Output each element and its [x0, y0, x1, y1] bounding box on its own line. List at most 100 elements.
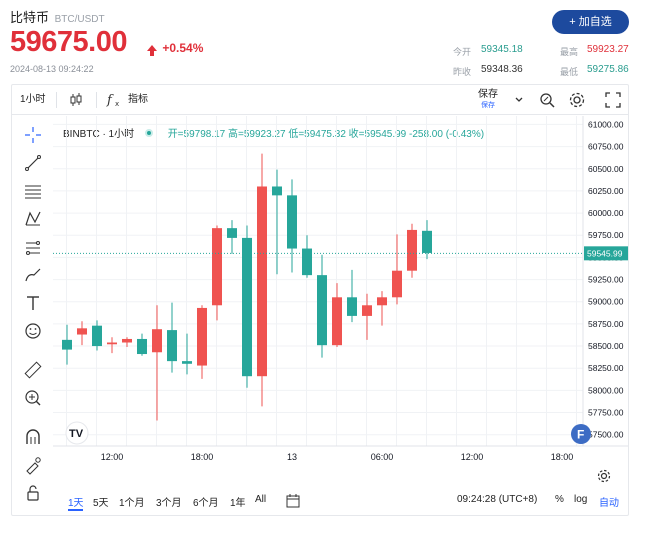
crosshair-icon[interactable] [23, 125, 43, 145]
candle [197, 305, 207, 379]
x-tick-label: 13 [287, 452, 297, 462]
auto-scale-toggle[interactable]: 自动 [599, 498, 619, 509]
current-price: 59675.00 [10, 26, 127, 58]
candle [257, 153, 267, 407]
candle-body [332, 297, 342, 346]
high-label: 最高 [560, 47, 579, 57]
candle [227, 220, 237, 254]
fullscreen-icon[interactable] [604, 91, 622, 109]
trend-line-icon[interactable] [23, 153, 43, 173]
price-change-percent: +0.54% [162, 41, 204, 55]
y-tick-label: 57500.00 [588, 430, 624, 440]
drawing-tools-sidebar [12, 116, 52, 516]
range-1y[interactable]: 1年 [230, 498, 246, 509]
y-tick-label: 59750.00 [588, 230, 624, 240]
text-tool-icon[interactable] [23, 293, 43, 313]
range-5d[interactable]: 5天 [93, 498, 109, 509]
brush-icon[interactable] [23, 265, 43, 285]
candle-body [272, 186, 282, 196]
candle-body [227, 228, 237, 238]
candle-body [197, 307, 207, 366]
range-1d[interactable]: 1天 [68, 498, 84, 509]
prev-close-label: 昨收 [453, 67, 472, 77]
candle [377, 291, 387, 326]
candlestick-type-icon[interactable] [67, 91, 85, 109]
y-tick-label: 58000.00 [588, 385, 624, 395]
axis-settings-icon[interactable] [595, 467, 613, 485]
log-toggle[interactable]: log [574, 494, 588, 505]
candle-body [92, 325, 102, 347]
lock-icon[interactable] [23, 483, 43, 503]
settings-gear-icon[interactable] [568, 91, 586, 109]
candle [152, 305, 162, 421]
candle-body [257, 186, 267, 377]
candle [212, 225, 222, 321]
x-tick-label: 18:00 [191, 452, 214, 462]
clock-display[interactable]: 09:24:28 (UTC+8) [457, 494, 538, 505]
candle-body [107, 342, 117, 345]
save-button[interactable]: 保存 保存 [473, 88, 503, 110]
candle [332, 283, 342, 347]
chart-legend: BINBTC · 1小时 开=59798.17 高=59923.27 低=594… [63, 125, 484, 140]
date-range-icon[interactable] [285, 493, 301, 509]
emoji-icon[interactable] [23, 321, 43, 341]
candle [317, 254, 327, 358]
zoom-in-icon[interactable] [23, 388, 43, 408]
last-price-tag [584, 246, 628, 261]
candle-body [167, 330, 177, 362]
tradingview-logo-mark: TV [69, 428, 84, 440]
percent-toggle[interactable]: % [555, 494, 564, 505]
candlestick-chart[interactable]: 57500.00 57750.00 58000.00 58250.00 58500.00… [53, 116, 628, 466]
f-badge-letter: F [577, 428, 584, 442]
lock-drawing-icon[interactable] [23, 455, 43, 475]
save-sublabel: 保存 [481, 102, 495, 109]
range-3m[interactable]: 3个月 [156, 498, 182, 509]
range-1m[interactable]: 1个月 [119, 498, 145, 509]
legend-ohlc: 开=59798.17 高=59923.27 低=59475.32 收=59545… [167, 129, 485, 140]
magnet-icon[interactable] [23, 427, 43, 447]
y-tick-label: 60500.00 [588, 164, 624, 174]
low-value: 59275.86 [587, 64, 629, 75]
tradingview-logo-bg [65, 421, 89, 445]
candle-body [362, 305, 372, 316]
range-6m[interactable]: 6个月 [193, 498, 219, 509]
candle-body [422, 230, 432, 253]
candle [62, 324, 72, 365]
y-tick-label: 59000.00 [588, 297, 624, 307]
prev-close-value: 59348.36 [481, 64, 523, 75]
indicators-button[interactable]: 指标 [128, 94, 148, 105]
pair-symbol: BTC/USDT [54, 14, 105, 25]
pair-title: 比特币 BTC/USDT [10, 7, 105, 26]
candle [287, 179, 297, 273]
candle [272, 169, 282, 275]
candle-body [242, 237, 252, 377]
low-label: 最低 [560, 67, 579, 77]
y-tick-label: 60750.00 [588, 142, 624, 152]
y-tick-label: 59250.00 [588, 275, 624, 285]
ruler-icon[interactable] [23, 360, 43, 380]
price-change: +0.54% [147, 41, 204, 56]
candle [107, 337, 117, 354]
chart-toolbar: 1小时 f x 指标 保存 保存 [12, 85, 628, 115]
quick-search-icon[interactable] [538, 91, 556, 109]
add-favorite-button[interactable]: + 加自选 [552, 10, 629, 34]
chevron-down-icon[interactable] [510, 91, 528, 109]
candle [302, 235, 312, 278]
y-tick-label: 57750.00 [588, 408, 624, 418]
up-arrow-icon [147, 45, 157, 56]
range-all[interactable]: All [255, 494, 267, 505]
candle-body [347, 297, 357, 316]
candle-body [77, 328, 87, 335]
function-icon[interactable]: f x [106, 91, 124, 109]
last-price-label: 59545.99 [587, 248, 623, 258]
candle [182, 333, 192, 375]
candle-body [302, 248, 312, 276]
pattern-tool-icon[interactable] [23, 209, 43, 229]
horizontal-lines-icon[interactable] [23, 181, 43, 201]
y-tick-label: 61000.00 [588, 119, 624, 129]
candle [92, 320, 102, 351]
candle [167, 302, 177, 373]
interval-selector[interactable]: 1小时 [20, 94, 46, 105]
quote-timestamp: 2024-08-13 09:24:22 [10, 64, 94, 74]
fib-tool-icon[interactable] [23, 237, 43, 257]
